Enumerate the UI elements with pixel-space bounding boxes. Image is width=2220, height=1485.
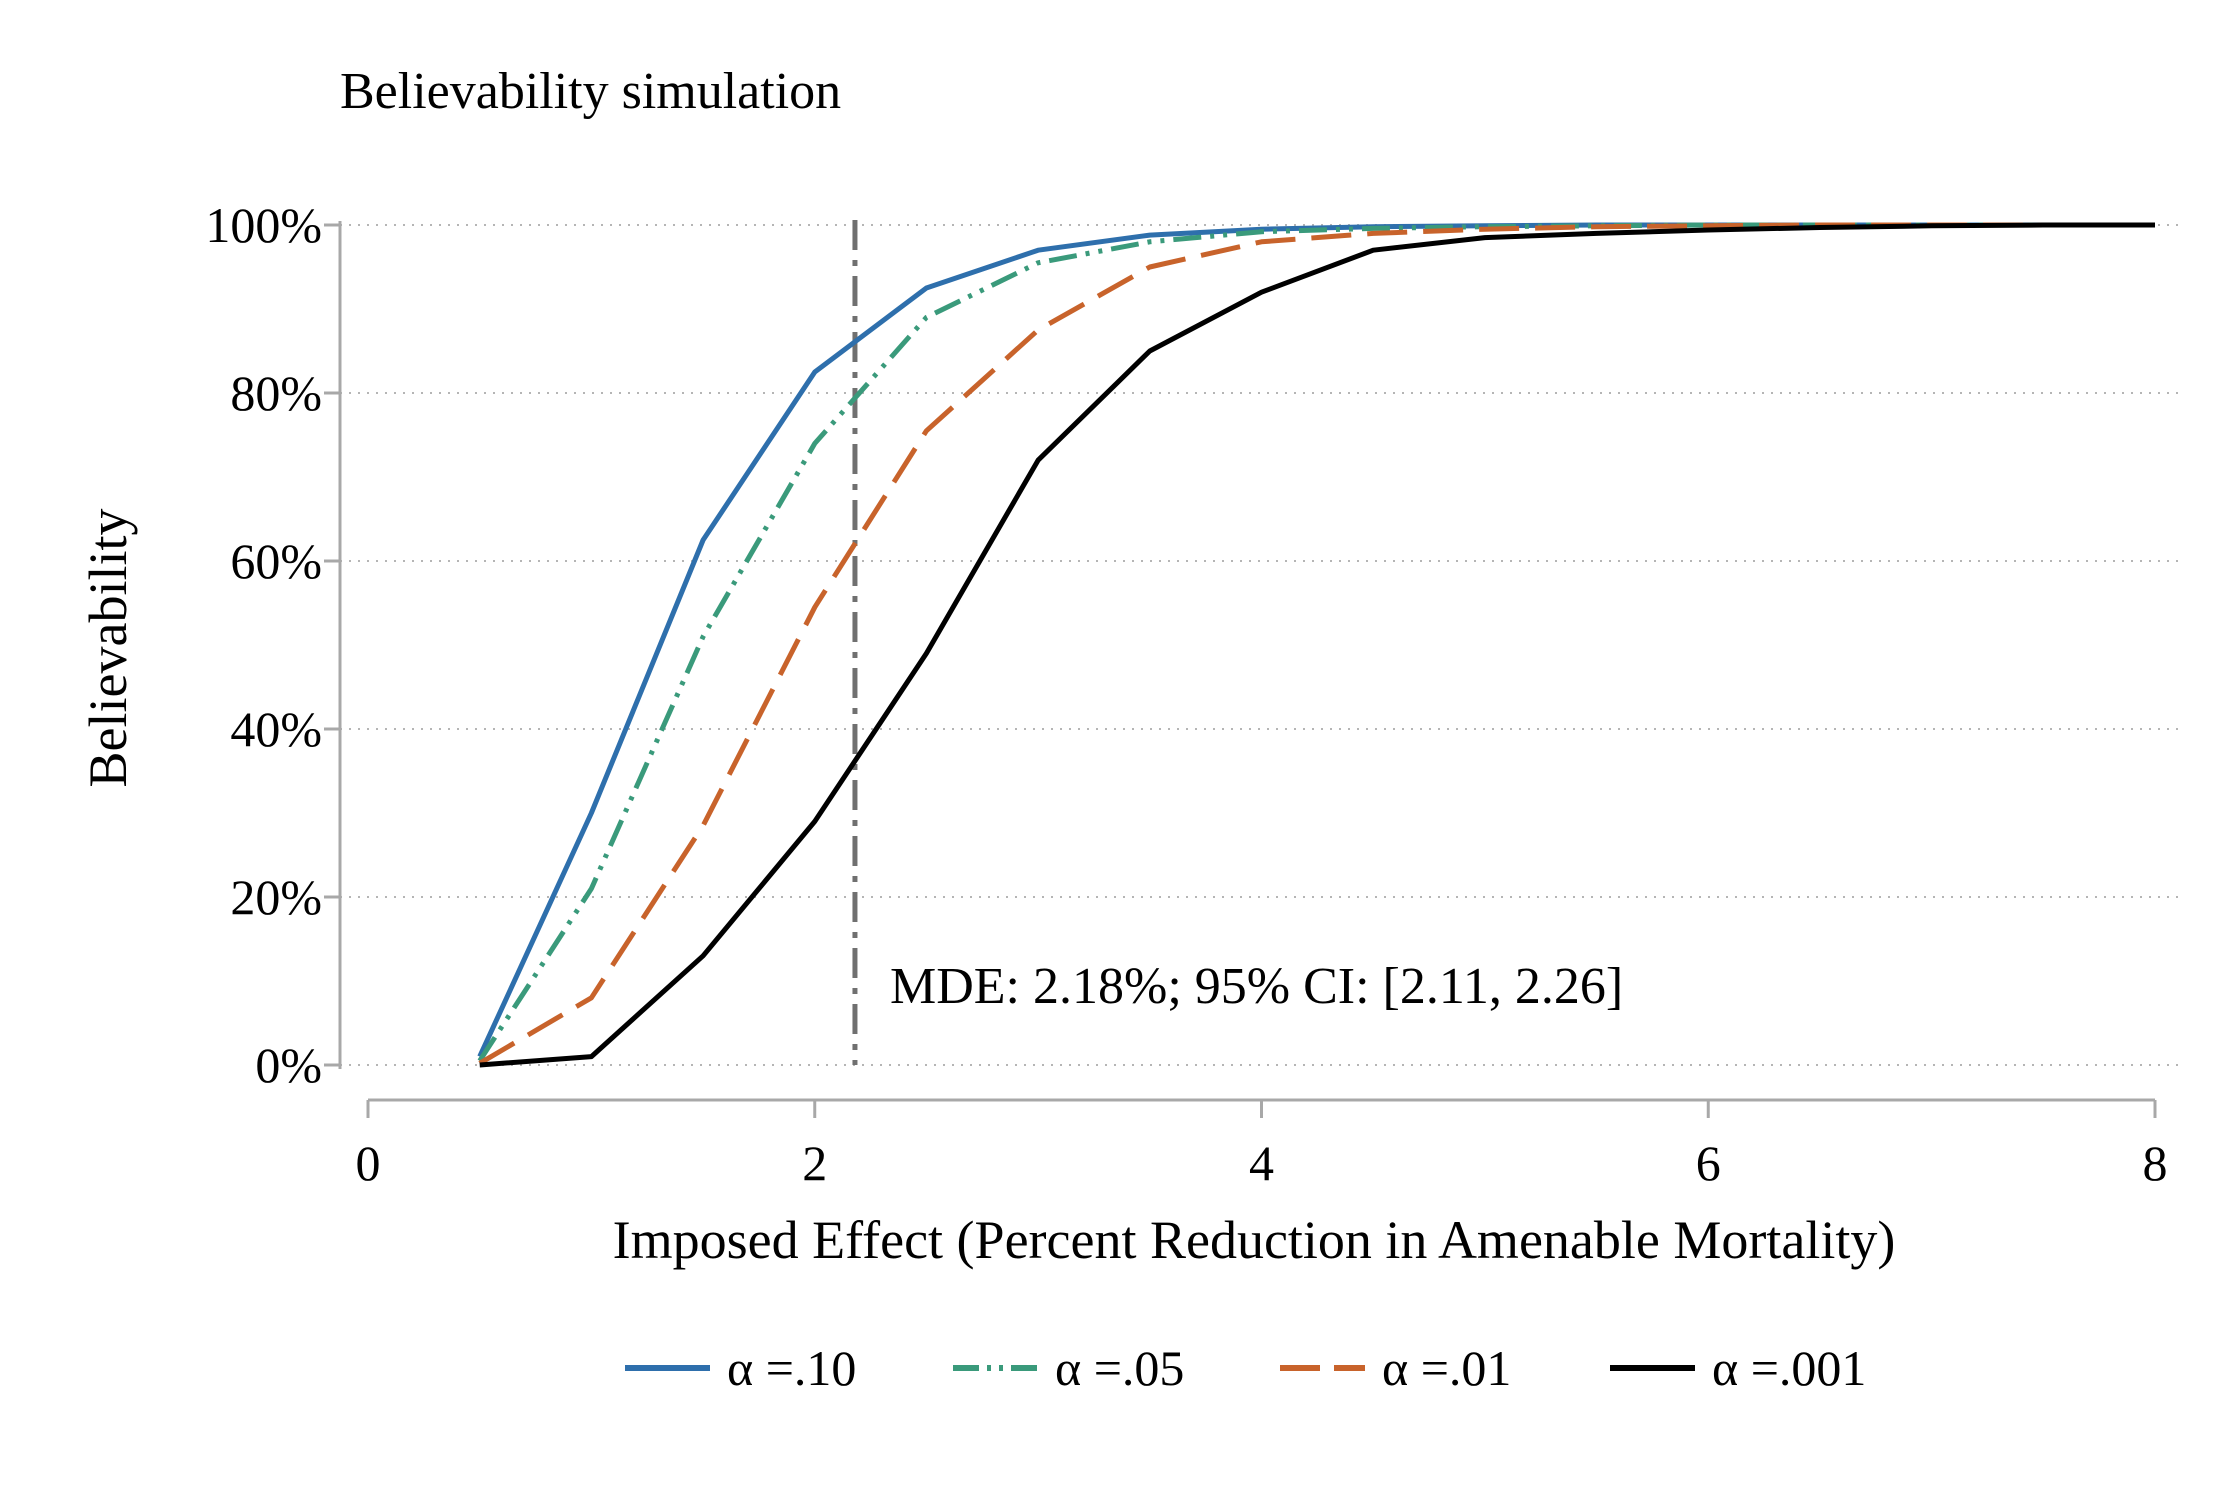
legend-label: α =.01 [1382,1340,1511,1396]
series-lines [477,222,2155,1068]
x-axis-title: Imposed Effect (Percent Reduction in Ame… [613,1210,1896,1270]
legend-label: α =.001 [1712,1340,1866,1396]
y-axis-title: Believability [78,509,138,788]
y-tick-label: 80% [230,365,322,421]
x-tick-label: 8 [2143,1135,2168,1191]
legend-label: α =.10 [727,1340,856,1396]
y-tick-label: 100% [205,197,322,253]
series-line-3 [478,222,2155,1066]
gridlines [340,224,2180,1066]
legend: α =.10 α =.05 α =.01 α =.001 [625,1340,1866,1396]
y-tick-label: 60% [230,533,322,589]
mde-annotation: MDE: 2.18%; 95% CI: [2.11, 2.26] [890,958,1623,1015]
axes: 0% 20% 40% 60% 80% 100% 0 2 4 6 8 [205,197,2167,1191]
y-tick-label: 20% [230,869,322,925]
chart-title: Believability simulation [340,63,841,120]
x-tick-label: 0 [356,1135,381,1191]
series-line-2 [477,222,2155,1063]
series-line-4 [479,222,2155,1068]
y-tick-label: 0% [255,1037,322,1093]
x-tick-label: 2 [802,1135,827,1191]
x-tick-label: 6 [1696,1135,1721,1191]
series-line-1 [477,222,2155,1058]
legend-label: α =.05 [1055,1340,1184,1396]
y-tick-label: 40% [230,701,322,757]
x-tick-label: 4 [1249,1135,1274,1191]
